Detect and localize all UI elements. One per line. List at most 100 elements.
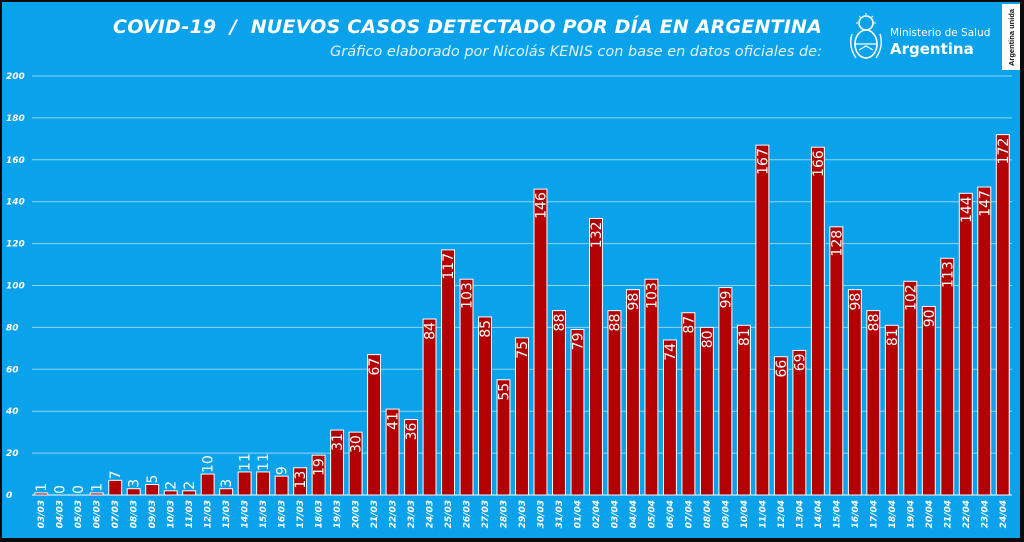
data-label: 3 [219,479,235,488]
data-label: 1 [90,483,106,492]
x-tick-label: 12/03 [204,500,214,528]
data-label: 31 [330,433,346,451]
data-label: 81 [737,328,753,346]
x-tick-label: 24/03 [426,500,436,528]
data-label: 103 [644,282,660,309]
x-tick-label: 07/04 [684,500,694,528]
data-label: 102 [903,284,919,311]
x-tick-label: 25/03 [444,500,454,528]
x-tick-label: 06/03 [93,500,103,528]
x-tick-label: 30/03 [536,500,546,528]
data-label: 19 [312,458,328,476]
x-tick-label: 17/03 [296,500,306,528]
data-label: 0 [53,485,69,494]
bar [274,475,289,496]
x-tick-label: 15/03 [259,500,269,528]
bar [866,310,881,496]
data-label: 85 [478,320,494,338]
x-tick-label: 21/03 [370,500,380,528]
x-tick-label: 20/03 [352,500,362,528]
x-tick-label: 13/04 [795,500,805,528]
data-label: 10 [201,455,217,473]
data-label: 2 [164,481,180,490]
x-tick-label: 31/03 [555,500,565,528]
y-tick-label: 80 [6,323,19,333]
bar [311,454,326,496]
x-tick-label: 15/04 [832,500,842,528]
argentina-coat-of-arms-icon [849,13,883,59]
bar [607,310,622,496]
bar [459,278,474,496]
data-label: 75 [515,341,531,359]
data-label: 1 [34,483,50,492]
x-tick-label: 21/04 [943,500,953,528]
x-tick-label: 06/04 [666,500,676,528]
bar [182,490,197,496]
bar [829,226,844,496]
x-tick-label: 26/03 [463,500,473,528]
bar [108,479,123,496]
x-tick-label: 20/04 [925,500,935,528]
bar [588,217,603,496]
bar [977,186,992,496]
data-label: 146 [533,192,549,219]
bar [256,471,271,496]
bar [441,249,456,496]
bar [330,429,345,496]
bar [200,473,215,496]
bar [163,490,178,496]
x-tick-label: 29/03 [518,500,528,528]
ministry-country: Argentina [890,40,974,58]
data-label: 98 [848,293,864,311]
x-tick-label: 23/03 [407,500,417,528]
data-label: 81 [885,328,901,346]
data-label: 11 [238,453,254,471]
data-label: 11 [256,453,272,471]
x-tick-label: 02/04 [592,500,602,528]
x-tick-label: 04/03 [56,500,66,528]
x-tick-label: 16/04 [851,500,861,528]
y-tick-label: 0 [6,491,12,501]
x-tick-label: 23/04 [980,500,990,528]
x-tick-label: 24/04 [999,500,1009,528]
ministry-name: Ministerio de Salud [890,27,991,39]
bar [89,492,104,496]
x-tick-label: 11/04 [758,500,768,528]
data-label: 0 [71,485,87,494]
x-tick-label: 05/04 [647,500,657,528]
x-tick-label: 07/03 [111,500,121,528]
data-label: 84 [423,322,439,340]
bar [792,349,807,496]
bar [773,356,788,496]
bar [662,339,677,496]
x-tick-label: 14/03 [241,500,251,528]
data-label: 98 [626,293,642,311]
bar [348,431,363,496]
bar [533,188,548,496]
data-label: 66 [774,360,790,378]
data-label: 144 [959,196,975,223]
data-label: 103 [460,282,476,309]
data-label: 13 [293,471,309,489]
data-label: 9 [275,466,291,475]
y-tick-label: 100 [6,282,25,292]
x-tick-label: 18/04 [888,500,898,528]
chart-title: COVID-19 / NUEVOS CASOS DETECTADO POR DÍ… [113,16,822,38]
x-tick-label: 09/04 [721,500,731,528]
data-label: 113 [940,261,956,288]
bar [699,326,714,496]
bar [126,488,141,496]
x-tick-label: 16/03 [278,500,288,528]
argentina-unida-logo: Argentina unida [1002,4,1020,70]
y-tick-label: 200 [6,72,25,82]
bar [681,312,696,496]
bar [921,305,936,496]
x-tick-label: 11/03 [185,500,195,528]
data-label: 90 [922,309,938,327]
data-label: 117 [441,253,457,280]
data-label: 67 [367,358,383,376]
x-tick-label: 27/03 [481,500,491,528]
data-label: 80 [700,330,716,348]
